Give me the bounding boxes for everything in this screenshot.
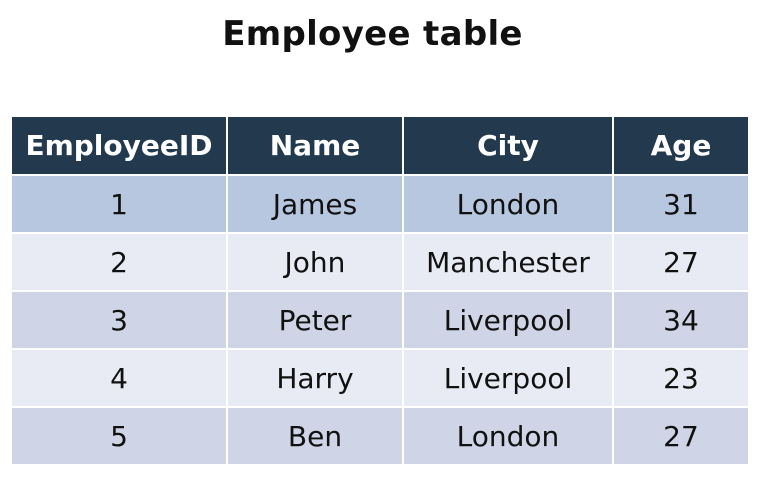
- table-row: 2 John Manchester 27: [10, 232, 750, 292]
- city-cell: Manchester: [402, 232, 614, 292]
- column-header-employee-id: EmployeeID: [10, 115, 228, 176]
- column-header-age: Age: [612, 115, 750, 176]
- page-title: Employee table: [222, 14, 523, 54]
- table-row: 5 Ben London 27: [10, 406, 750, 466]
- age-cell: 23: [612, 348, 750, 408]
- age-cell: 34: [612, 290, 750, 350]
- age-cell: 31: [612, 174, 750, 234]
- name-cell: James: [226, 174, 404, 234]
- age-cell: 27: [612, 232, 750, 292]
- table-header-row: EmployeeID Name City Age: [10, 115, 750, 176]
- age-cell: 27: [612, 406, 750, 466]
- employee-id-cell: 2: [10, 232, 228, 292]
- city-cell: London: [402, 406, 614, 466]
- column-header-city: City: [402, 115, 614, 176]
- name-cell: Peter: [226, 290, 404, 350]
- city-cell: Liverpool: [402, 348, 614, 408]
- name-cell: Harry: [226, 348, 404, 408]
- table-row: 1 James London 31: [10, 174, 750, 234]
- city-cell: Liverpool: [402, 290, 614, 350]
- employee-id-cell: 3: [10, 290, 228, 350]
- employee-id-cell: 5: [10, 406, 228, 466]
- name-cell: Ben: [226, 406, 404, 466]
- name-cell: John: [226, 232, 404, 292]
- table-row: 4 Harry Liverpool 23: [10, 348, 750, 408]
- employee-id-cell: 4: [10, 348, 228, 408]
- column-header-name: Name: [226, 115, 404, 176]
- table-row: 3 Peter Liverpool 34: [10, 290, 750, 350]
- city-cell: London: [402, 174, 614, 234]
- employee-id-cell: 1: [10, 174, 228, 234]
- employee-table: EmployeeID Name City Age 1 James London …: [10, 115, 750, 466]
